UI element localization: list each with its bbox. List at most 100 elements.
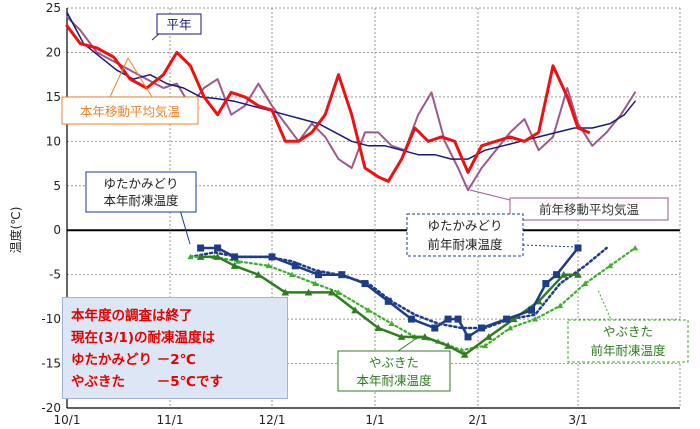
series-3 (197, 244, 582, 341)
data-point (197, 244, 205, 252)
data-point (196, 253, 205, 260)
y-tick-label: 20 (46, 45, 61, 59)
data-point (315, 271, 323, 279)
x-tick-label: 10/1 (54, 413, 81, 427)
data-point (312, 280, 319, 286)
y-axis-label: 温度(℃) (8, 207, 23, 254)
data-point (231, 253, 239, 261)
data-point (230, 261, 239, 269)
data-point (361, 280, 369, 288)
series-line (199, 246, 580, 339)
data-point (464, 333, 472, 341)
data-point (384, 297, 392, 305)
data-point (553, 271, 561, 279)
status-line-3: ゆたかみどり －2℃ (71, 352, 196, 368)
annotation-zennen-ido: 前年移動平均気温 (469, 189, 669, 221)
annotation-yutaka-zennen-line2: 前年耐凍温度 (427, 237, 503, 252)
annotation-yabukita-zennen-line1: やぶきた (603, 324, 653, 339)
y-tick-label: 10 (46, 134, 61, 148)
series-1 (65, 24, 591, 183)
y-tick-label: 0 (53, 223, 61, 237)
data-point (444, 341, 452, 349)
y-tick-label: -20 (41, 401, 61, 415)
annotation-honnen-ido-text: 本年移動平均気温 (80, 104, 181, 119)
data-point (388, 320, 395, 326)
data-point (288, 271, 295, 278)
data-point (574, 244, 582, 252)
series-line (65, 24, 591, 183)
x-tick-label: 3/1 (568, 413, 587, 427)
data-point (365, 307, 372, 313)
data-point (559, 270, 568, 278)
data-point (291, 262, 299, 270)
annotation-yabukita-zennen-line2: 前年耐凍温度 (590, 343, 666, 358)
x-tick-label: 12/1 (259, 413, 286, 427)
annotation-yabukita-zennen: やぶきた 前年耐凍温度 (567, 289, 689, 363)
data-point (542, 280, 550, 288)
data-point (374, 324, 383, 332)
x-tick-label: 2/1 (468, 413, 487, 427)
data-point (254, 270, 263, 278)
data-point (328, 288, 336, 296)
data-point (607, 262, 614, 269)
data-point (557, 302, 564, 309)
data-point (632, 245, 639, 251)
status-summary-box: 本年度の調査は終了 現在(3/1)の耐凍温度は ゆたかみどり －2℃ やぶきた … (62, 297, 288, 399)
data-point (509, 315, 518, 323)
data-point (281, 288, 290, 296)
status-line-2: 現在(3/1)の耐凍温度は (71, 330, 216, 346)
data-point (431, 324, 439, 332)
data-point (482, 342, 489, 349)
annotation-yutaka-zennen-line1: ゆたかみどり (427, 218, 502, 233)
annotation-zennen-ido-text: 前年移動平均気温 (539, 202, 640, 217)
data-point (574, 270, 582, 278)
annotation-heinen-text: 平年 (166, 17, 191, 32)
x-tick-label: 11/1 (157, 413, 184, 427)
annotation-yabukita-honnen: やぶきた 本年耐凍温度 (337, 335, 451, 392)
status-line-4: やぶきた －5℃です (71, 374, 223, 390)
annotation-yabukita-honnen-line1: やぶきた (369, 355, 419, 370)
data-point (444, 315, 452, 323)
data-point (484, 333, 493, 340)
data-point (454, 315, 462, 323)
annotation-yutaka-zennen: ゆたかみどり 前年耐凍温度 (406, 213, 579, 257)
data-point (582, 280, 589, 286)
data-point (235, 258, 241, 264)
annotation-yutaka-honnen-line2: 本年耐凍温度 (103, 193, 179, 208)
data-point (351, 306, 359, 314)
annotation-yabukita-honnen-line2: 本年耐凍温度 (356, 373, 432, 388)
series-line (66, 11, 636, 160)
data-point (187, 253, 194, 260)
data-point (265, 262, 272, 269)
data-point (421, 333, 429, 340)
series-2 (66, 15, 637, 192)
annotation-heinen: 平年 (151, 13, 202, 41)
annotation-honnen-ido: 本年移動平均気温 (61, 57, 199, 125)
y-tick-label: -10 (41, 312, 61, 326)
data-point (503, 315, 511, 323)
annotation-yutaka-honnen: ゆたかみどり 本年耐凍温度 (85, 171, 197, 245)
y-tick-label: -5 (49, 268, 61, 282)
data-point (460, 350, 469, 358)
data-point (268, 253, 276, 261)
y-tick-labels: 25 20 15 10 5 0 -5 -10 -15 -20 (41, 1, 61, 415)
data-point (507, 325, 514, 331)
x-tick-labels: 10/1 11/1 12/1 1/1 2/1 3/1 (54, 413, 588, 427)
y-tick-label: 25 (46, 1, 61, 15)
x-tick-label: 1/1 (365, 413, 384, 427)
status-line-1: 本年度の調査は終了 (71, 308, 193, 324)
data-point (408, 315, 416, 323)
data-point (397, 333, 406, 340)
data-point (528, 306, 536, 314)
annotation-yutaka-honnen-line1: ゆたかみどり (103, 176, 178, 191)
data-point (214, 244, 222, 252)
series-0 (66, 11, 636, 160)
data-point (213, 253, 222, 260)
data-point (478, 324, 486, 332)
y-tick-label: -15 (41, 357, 61, 371)
y-tick-label: 15 (46, 90, 61, 104)
series-lines (65, 11, 639, 358)
series-line (66, 15, 637, 192)
data-point (532, 316, 539, 322)
